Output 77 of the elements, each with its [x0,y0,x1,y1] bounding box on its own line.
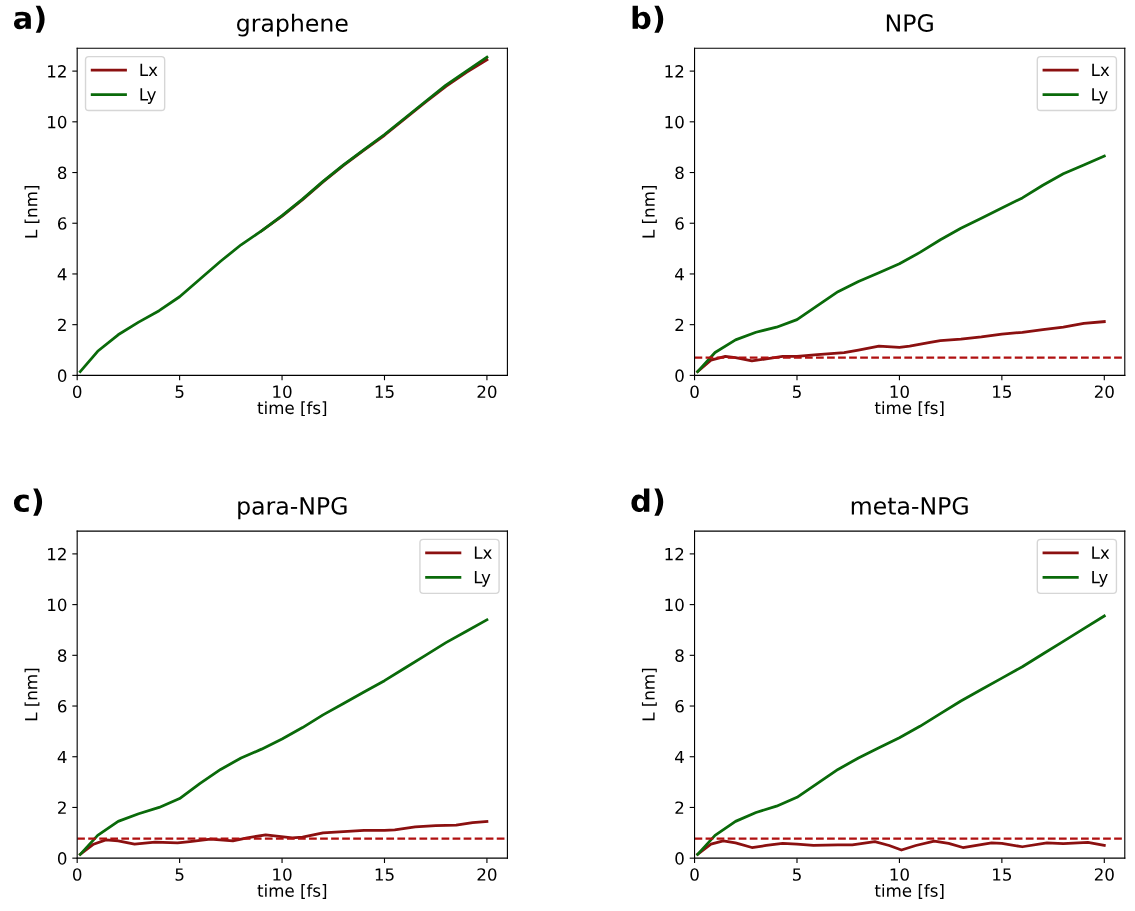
x-tick-label: 10 [273,385,292,398]
y-tick-label: 0 [675,852,684,865]
x-tick-label: 20 [477,868,497,881]
y-tick-label: 10 [665,598,684,612]
chart-title: meta-NPG [851,496,968,515]
y-tick-label: 12 [665,547,684,561]
x-axis-title: time [fs] [874,401,944,417]
y-axis-title: L [nm] [24,186,40,238]
legend-label: Ly [1092,571,1108,587]
y-tick-label: 8 [675,649,684,662]
x-tick-label: 10 [273,868,292,881]
y-tick-label: 10 [665,115,684,129]
y-tick-label: 4 [675,750,684,764]
legend-label: Ly [474,571,491,587]
y-tick-label: 12 [48,547,66,561]
line-series [696,154,1106,373]
line-series [78,55,489,373]
chart-title: graphene [237,13,348,37]
x-tick-label: 20 [1094,385,1114,398]
chart-title: para-NPG [238,496,347,520]
x-tick-label: 20 [477,385,497,398]
y-tick-label: 0 [57,369,67,382]
x-tick-label: 0 [690,385,699,398]
y-tick-label: 8 [675,166,684,180]
y-tick-label: 8 [57,649,67,662]
y-tick-label: 2 [675,318,684,331]
x-tick-label: 10 [890,868,909,881]
x-tick-label: 10 [890,385,909,398]
x-axis-title: time [fs] [874,884,944,899]
y-tick-label: 2 [675,801,684,814]
x-tick-label: 5 [792,868,801,881]
y-axis-title: L [nm] [641,186,657,238]
y-tick-label: 10 [48,115,67,129]
text: d) [631,488,664,516]
y-tick-label: 2 [58,801,66,814]
legend-label: Lx [474,546,492,559]
text: b) [632,5,664,33]
y-tick-label: 4 [675,268,684,281]
y-tick-label: 0 [675,369,684,382]
x-axis-title: time [fs] [257,884,327,899]
legend-label: Lx [140,63,158,76]
x-tick-label: 20 [1094,868,1114,881]
y-axis-title: L [nm] [641,668,657,721]
y-tick-label: 10 [48,598,67,612]
line-series [78,618,489,856]
y-tick-label: 4 [57,750,67,764]
y-tick-label: 12 [48,65,66,78]
legend-label: Ly [140,88,156,104]
x-tick-label: 0 [690,868,699,881]
legend-label: Lx [1092,546,1110,559]
y-tick-label: 12 [665,65,684,78]
x-tick-label: 0 [72,868,82,881]
x-tick-label: 5 [175,868,184,881]
y-tick-label: 0 [57,852,67,865]
x-tick-label: 0 [72,385,82,398]
line-series [696,839,1106,856]
y-tick-label: 4 [57,268,67,281]
chart-title: NPG [886,14,933,32]
x-tick-label: 15 [375,868,394,881]
y-tick-label: 6 [58,217,67,230]
legend-label: Lx [1092,63,1110,76]
x-tick-label: 15 [993,385,1012,398]
x-axis-title: time [fs] [257,401,327,417]
x-tick-label: 15 [993,868,1012,881]
x-tick-label: 5 [792,385,801,398]
y-tick-label: 8 [57,166,67,180]
y-tick-label: 6 [675,217,684,230]
legend-label: Ly [1092,88,1108,104]
y-tick-label: 6 [675,699,684,713]
text: c) [13,488,43,516]
x-tick-label: 15 [375,385,394,398]
y-axis-title: L [nm] [24,668,40,721]
y-tick-label: 6 [58,699,67,713]
x-tick-label: 5 [175,385,184,398]
y-tick-label: 2 [58,318,66,331]
text: a) [13,5,45,33]
line-series [696,614,1106,856]
